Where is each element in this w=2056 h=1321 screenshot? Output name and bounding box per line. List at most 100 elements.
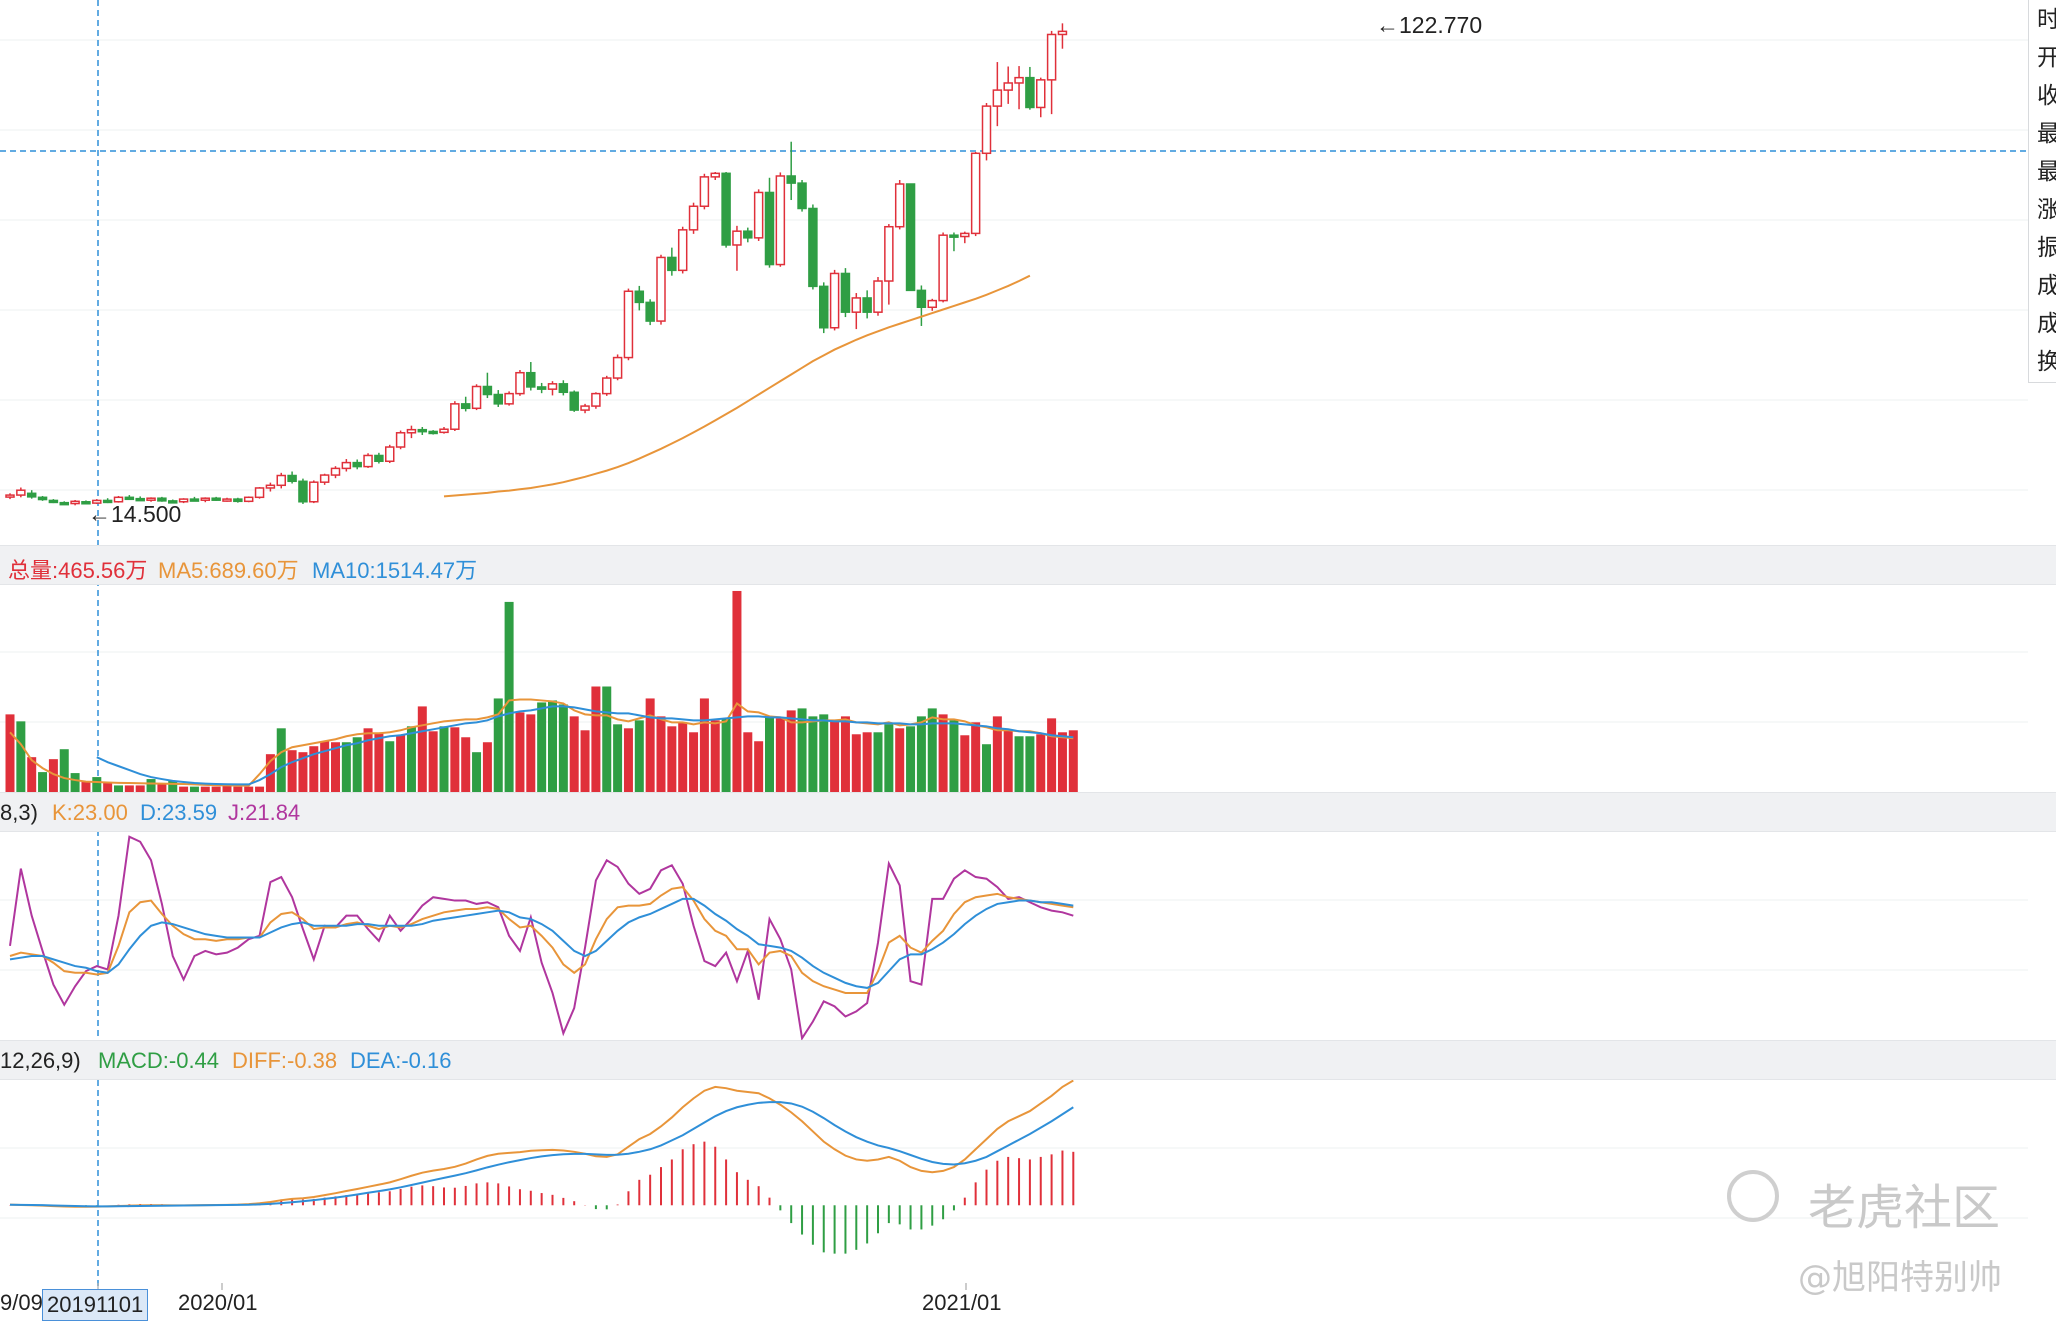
candle-body <box>352 461 362 468</box>
kdj-k-label: K:23.00 <box>52 800 128 825</box>
volume-bar <box>200 786 210 792</box>
volume-bar <box>298 752 308 792</box>
volume-bar <box>352 737 362 792</box>
volume-bar <box>949 720 959 792</box>
candle-body <box>48 499 59 504</box>
candle-body <box>634 290 645 304</box>
volume-bar <box>667 726 677 792</box>
volume-bar <box>634 720 644 792</box>
info-label-close: 收 <box>2037 82 2056 108</box>
volume-bar <box>428 731 438 792</box>
cursor-date-label: 20191101 <box>42 1289 149 1321</box>
candle-body <box>298 480 308 503</box>
candle-body <box>677 229 688 272</box>
volume-bar <box>808 716 818 792</box>
info-label-change: 涨 <box>2037 196 2056 222</box>
x-tick-2020-01: 2020/01 <box>178 1290 258 1315</box>
candle-body <box>667 256 677 272</box>
candle-body <box>970 152 981 235</box>
candle-body <box>927 299 937 309</box>
candle-body <box>515 371 525 395</box>
candle-body <box>1025 76 1035 109</box>
volume-bar <box>320 741 330 792</box>
volume-bar <box>916 716 926 792</box>
volume-ma10-line <box>96 705 1074 786</box>
candle-body <box>178 498 189 503</box>
candle-body <box>829 272 840 329</box>
info-label-turnover: 成 <box>2037 310 2056 336</box>
candle-body <box>938 234 948 302</box>
volume-bar <box>222 786 232 792</box>
volume-bar <box>1036 734 1046 792</box>
quote-info-panel: 时 开 收 最 最 涨 振 成 成 换 <box>2028 0 2056 383</box>
candle-body <box>157 497 167 502</box>
volume-bar <box>59 749 69 792</box>
candle-body <box>851 297 862 313</box>
candle-body <box>395 432 406 448</box>
volume-bar <box>721 718 731 792</box>
volume-bar <box>775 718 785 792</box>
candle-body <box>612 356 623 379</box>
candle-body <box>243 496 254 503</box>
volume-bar <box>602 686 612 792</box>
candle-body <box>753 191 764 239</box>
candle-body <box>1003 82 1013 91</box>
candle-body <box>233 498 243 503</box>
candle-body <box>428 430 438 435</box>
volume-bar <box>678 722 688 792</box>
info-label-time: 时 <box>2037 6 2056 32</box>
volume-bar <box>548 700 557 792</box>
candle-body <box>374 454 384 463</box>
candle-body <box>276 474 286 487</box>
candle-body <box>797 182 807 210</box>
candle-body <box>471 385 482 410</box>
candle-body <box>16 489 26 496</box>
volume-bar <box>558 704 568 792</box>
volume-bar <box>537 702 547 792</box>
candle-body <box>102 499 113 504</box>
volume-bar <box>244 786 254 792</box>
volume-bar <box>1047 718 1057 792</box>
volume-bar <box>406 726 416 792</box>
volume-bar <box>331 742 340 792</box>
volume-bar <box>613 724 623 792</box>
info-label-volume: 成 <box>2037 272 2056 298</box>
candle-body <box>341 461 352 470</box>
volume-bar <box>124 785 134 792</box>
candle-body <box>200 497 211 501</box>
volume-bar <box>840 716 850 792</box>
volume-bar <box>461 737 471 792</box>
candle-body <box>721 172 731 246</box>
kdj-d-label: D:23.59 <box>140 800 218 825</box>
volume-bar <box>884 724 894 792</box>
candle-body <box>819 285 829 329</box>
volume-bar <box>623 728 633 792</box>
info-label-turnover-rate: 换 <box>2037 348 2056 374</box>
candle-body <box>1057 30 1068 36</box>
volume-bar <box>146 779 156 792</box>
macd-diff-label: DIFF:-0.38 <box>232 1048 338 1073</box>
volume-bar <box>971 722 981 792</box>
volume-bar <box>862 732 872 792</box>
candle-body <box>254 487 265 499</box>
info-label-high: 最 <box>2037 120 2056 146</box>
candle-body <box>905 183 916 292</box>
kdj-j-label: J:21.84 <box>228 800 301 825</box>
candle-body <box>450 403 460 430</box>
x-tick-left-fragment: 9/09 <box>0 1290 43 1315</box>
volume-bar <box>526 714 536 792</box>
candle-body <box>916 289 927 309</box>
volume-bar <box>363 728 373 792</box>
candle-body <box>222 498 232 502</box>
high-price-note: ←122.770 <box>1376 12 1483 38</box>
candle-body <box>439 428 449 434</box>
candle-body <box>960 232 970 238</box>
volume-bar <box>1057 732 1067 792</box>
volume-bar <box>656 716 666 792</box>
volume-bar <box>992 716 1002 792</box>
macd-param-label: 12,26,9) <box>0 1048 81 1073</box>
volume-bar <box>938 714 948 792</box>
volume-header-band: 总量:465.56万 MA5:689.60万 MA10:1514.47万 <box>0 545 2056 585</box>
candle-body <box>688 205 699 231</box>
